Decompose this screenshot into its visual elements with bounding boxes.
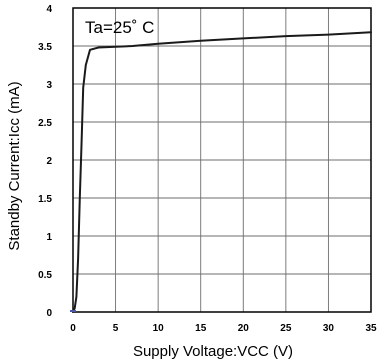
x-axis-title: Supply Voltage:VCC (V) bbox=[133, 343, 293, 360]
x-tick-label: 15 bbox=[195, 323, 207, 334]
grid bbox=[73, 8, 371, 312]
y-tick-label: 3 bbox=[46, 80, 52, 91]
series-line bbox=[72, 31, 372, 313]
x-tick-label: 20 bbox=[238, 323, 250, 334]
x-tick-label: 10 bbox=[153, 323, 165, 334]
y-tick-label: 3.5 bbox=[38, 42, 52, 53]
y-tick-label: 2.5 bbox=[38, 118, 52, 129]
tick-labels: 0 5 10 15 20 25 30 35 0 0.5 1 1.5 2 2.5 3 3.5 4 bbox=[38, 4, 377, 334]
y-tick-label: 4 bbox=[46, 4, 52, 15]
y-axis-title: Standby Current:Icc (mA) bbox=[6, 81, 23, 250]
plot-frame bbox=[72, 7, 372, 313]
x-tick-label: 5 bbox=[113, 323, 119, 334]
series-layer bbox=[70, 31, 372, 313]
x-tick-label: 25 bbox=[280, 323, 292, 334]
annotation-temperature: Ta=25˚ C bbox=[85, 18, 154, 37]
y-tick-label: 2 bbox=[46, 156, 52, 167]
x-tick-label: 35 bbox=[365, 323, 377, 334]
x-tick-label: 0 bbox=[70, 323, 76, 334]
y-tick-label: 1 bbox=[46, 232, 52, 243]
y-tick-label: 0.5 bbox=[38, 270, 52, 281]
y-tick-label: 1.5 bbox=[38, 194, 52, 205]
x-tick-label: 30 bbox=[323, 323, 335, 334]
y-tick-label: 0 bbox=[46, 308, 52, 319]
